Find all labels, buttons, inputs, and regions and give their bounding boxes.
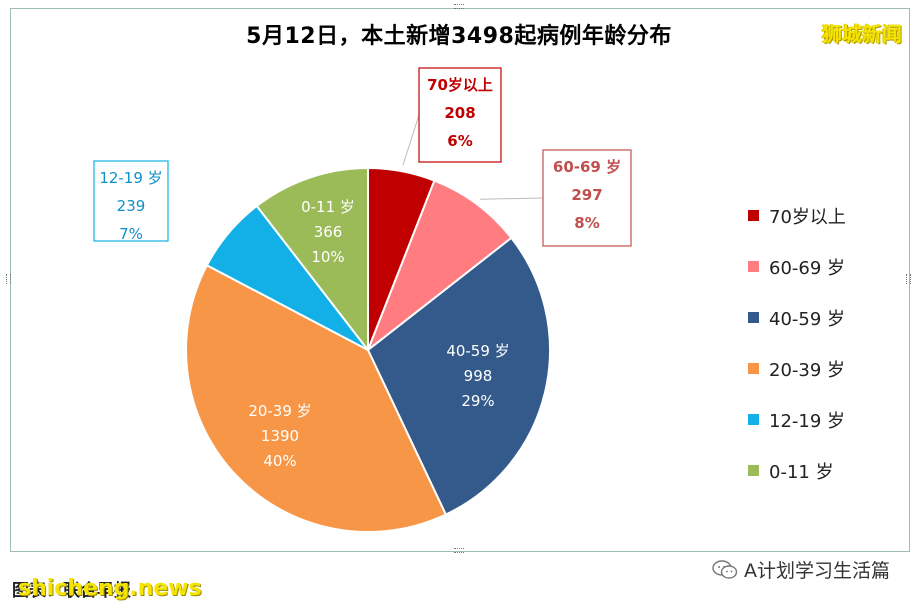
slice-percent-0-11: 10% <box>311 248 344 266</box>
legend-swatch-0-11 <box>748 465 759 476</box>
slice-percent-60-69: 8% <box>574 214 599 232</box>
slice-label-0-11: 0-11 岁 <box>301 198 355 216</box>
slice-count-40-59: 998 <box>464 367 493 385</box>
resize-handle-bottom[interactable] <box>454 548 464 553</box>
pie-slice-20-39 <box>185 263 448 533</box>
slice-count-12-19: 239 <box>117 197 146 215</box>
legend-swatch-12-19 <box>748 414 759 425</box>
leader-line-70plus <box>402 114 420 166</box>
slice-count-70plus: 208 <box>444 104 475 122</box>
legend-swatch-70plus <box>748 210 759 221</box>
resize-handle-top[interactable] <box>454 4 464 9</box>
source-note: 图表：联合早报 <box>12 581 131 601</box>
legend-swatch-40-59 <box>748 312 759 323</box>
resize-handle-left[interactable] <box>6 274 11 284</box>
callout-box-70plus <box>418 67 502 163</box>
slice-count-60-69: 297 <box>571 186 602 204</box>
slice-label-70plus: 70岁以上 <box>427 76 493 94</box>
slice-label-20-39: 20-39 岁 <box>248 402 311 420</box>
legend-item-40-59: 40-59 岁 <box>748 292 898 343</box>
slice-label-60-69: 60-69 岁 <box>553 158 621 176</box>
brand-logo: 狮城新闻 <box>822 22 902 46</box>
legend-label-70plus: 70岁以上 <box>769 206 846 228</box>
watermark: shicheng.news <box>18 576 202 601</box>
slice-percent-40-59: 29% <box>461 392 494 410</box>
chart-legend: 70岁以上 60-69 岁 40-59 岁 20-39 岁 12-19 岁 0-11 岁 <box>748 190 898 496</box>
legend-swatch-60-69 <box>748 261 759 272</box>
slice-percent-20-39: 40% <box>263 452 296 470</box>
pie-slice-60-69 <box>365 179 513 354</box>
legend-label-40-59: 40-59 岁 <box>769 308 846 330</box>
legend-label-60-69: 60-69 岁 <box>769 257 846 279</box>
legend-item-60-69: 60-69 岁 <box>748 241 898 292</box>
slice-percent-70plus: 6% <box>447 132 472 150</box>
legend-item-70plus: 70岁以上 <box>748 190 898 241</box>
chart-title: 5月12日，本土新增3498起病例年龄分布 <box>246 24 672 49</box>
callout-box-60-69 <box>542 149 632 247</box>
legend-item-12-19: 12-19 岁 <box>748 394 898 445</box>
account-label: A计划学习生活篇 <box>712 556 890 583</box>
account-name: A计划学习生活篇 <box>744 560 890 582</box>
slice-label-12-19: 12-19 岁 <box>99 169 162 187</box>
callout-box-12-19 <box>93 160 169 242</box>
slice-count-20-39: 1390 <box>261 427 299 445</box>
resize-handle-right[interactable] <box>906 274 911 284</box>
slice-count-0-11: 366 <box>314 223 343 241</box>
slice-percent-12-19: 7% <box>119 225 143 243</box>
leader-line-60-69 <box>480 197 544 200</box>
legend-label-0-11: 0-11 岁 <box>769 461 834 483</box>
slice-label-40-59: 40-59 岁 <box>446 342 509 360</box>
pie-slice-0-11 <box>255 166 369 353</box>
legend-item-20-39: 20-39 岁 <box>748 343 898 394</box>
legend-label-20-39: 20-39 岁 <box>769 359 846 381</box>
wechat-icon <box>712 559 738 579</box>
legend-label-12-19: 12-19 岁 <box>769 410 846 432</box>
legend-item-0-11: 0-11 岁 <box>748 445 898 496</box>
legend-swatch-20-39 <box>748 363 759 374</box>
